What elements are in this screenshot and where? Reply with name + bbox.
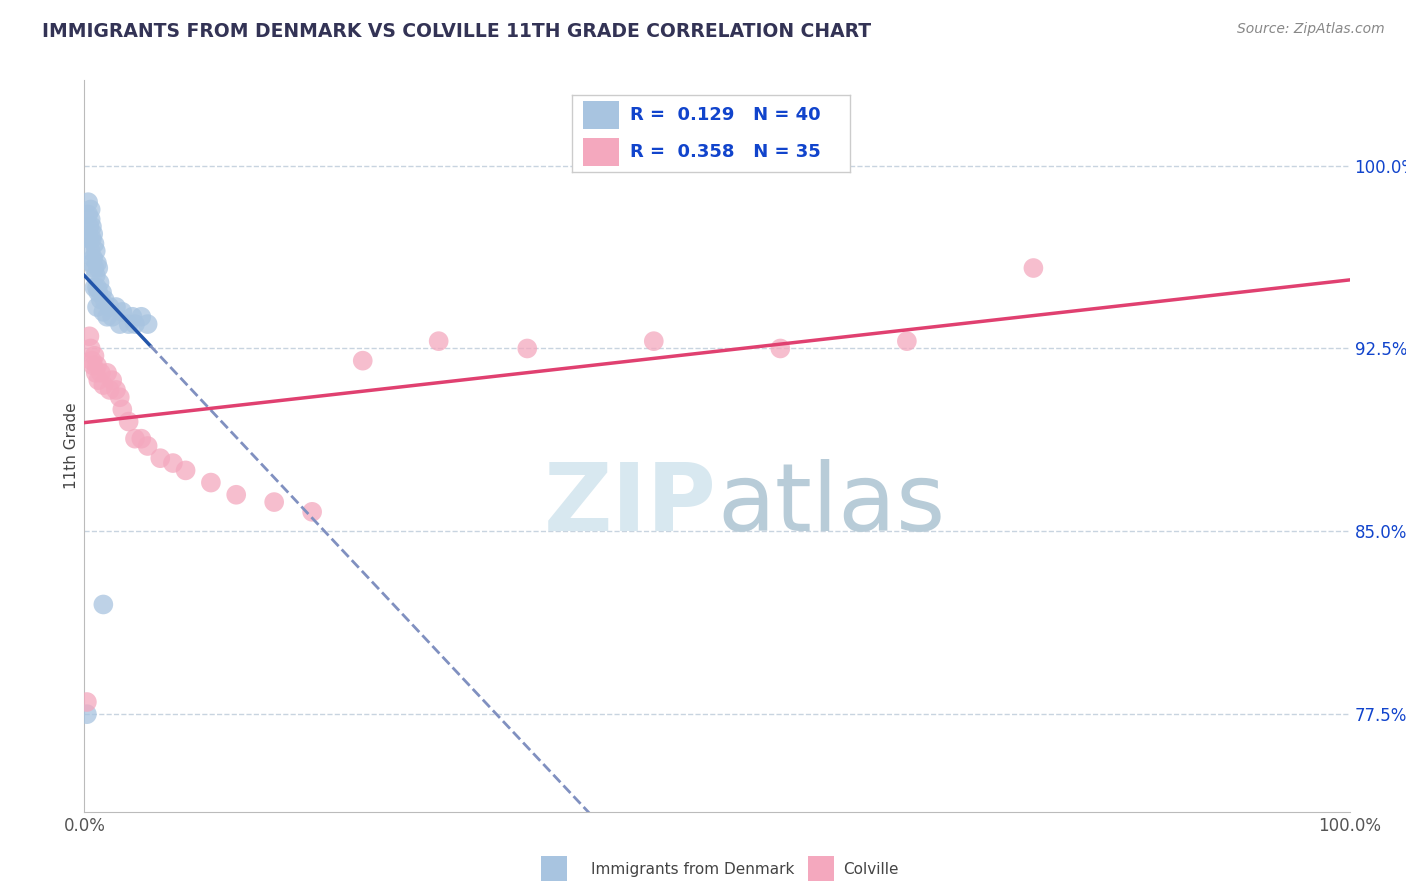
Point <box>89 276 111 290</box>
Point <box>76 707 98 722</box>
Point <box>77 207 100 221</box>
Point <box>79 202 103 217</box>
Text: IMMIGRANTS FROM DENMARK VS COLVILLE 11TH GRADE CORRELATION CHART: IMMIGRANTS FROM DENMARK VS COLVILLE 11TH… <box>42 22 872 41</box>
Point <box>86 280 108 294</box>
Point <box>105 383 127 397</box>
Point <box>108 390 131 404</box>
Point <box>93 378 115 392</box>
Point <box>111 305 134 319</box>
Point <box>93 293 115 307</box>
Point <box>86 359 108 373</box>
Point <box>82 359 104 373</box>
Point <box>83 236 105 251</box>
Point <box>98 383 121 397</box>
Point <box>124 432 146 446</box>
Point <box>80 256 103 270</box>
Text: atlas: atlas <box>717 458 945 550</box>
Point <box>91 285 114 300</box>
Point <box>108 317 131 331</box>
Point <box>98 300 121 314</box>
Point <box>83 349 105 363</box>
Point <box>84 268 107 283</box>
Text: Immigrants from Denmark: Immigrants from Denmark <box>591 863 794 877</box>
Point <box>82 227 104 241</box>
Point <box>79 244 103 258</box>
Point <box>129 310 153 324</box>
Point <box>121 310 143 324</box>
Point <box>136 317 159 331</box>
Point <box>427 334 450 348</box>
Point <box>87 285 110 300</box>
Point <box>79 342 103 356</box>
Point <box>87 260 110 275</box>
Point <box>162 456 184 470</box>
Point <box>93 598 115 612</box>
Point <box>79 212 103 227</box>
Point <box>82 252 104 266</box>
Point <box>90 366 112 380</box>
Point <box>1022 260 1045 275</box>
Point <box>225 488 247 502</box>
Point <box>93 305 115 319</box>
Point <box>129 432 153 446</box>
Point <box>87 373 110 387</box>
Point <box>77 195 100 210</box>
Point <box>149 451 172 466</box>
Point <box>352 353 374 368</box>
Point <box>96 310 118 324</box>
Y-axis label: 11th Grade: 11th Grade <box>63 402 79 490</box>
Point <box>83 260 105 275</box>
Text: ZIP: ZIP <box>544 458 717 550</box>
Point <box>118 317 141 331</box>
Point <box>79 219 101 234</box>
Point <box>80 219 103 234</box>
Point <box>769 342 792 356</box>
Point <box>124 317 146 331</box>
Point <box>76 695 98 709</box>
Point <box>83 280 105 294</box>
Point <box>896 334 918 348</box>
Point <box>263 495 285 509</box>
Point <box>79 232 101 246</box>
Point <box>79 329 101 343</box>
Point <box>84 366 107 380</box>
Point <box>86 300 108 314</box>
Point <box>105 300 127 314</box>
Point <box>90 293 112 307</box>
Point <box>80 232 103 246</box>
Point <box>84 244 107 258</box>
Point <box>111 402 134 417</box>
Point <box>86 256 108 270</box>
Point <box>118 415 141 429</box>
Point <box>80 353 103 368</box>
Point <box>174 463 197 477</box>
Point <box>516 342 538 356</box>
Point <box>96 366 118 380</box>
Text: Colville: Colville <box>844 863 898 877</box>
Point <box>101 373 124 387</box>
Point <box>643 334 665 348</box>
Point <box>301 505 323 519</box>
Point <box>101 310 124 324</box>
Point <box>200 475 222 490</box>
Point <box>136 439 159 453</box>
Text: Source: ZipAtlas.com: Source: ZipAtlas.com <box>1237 22 1385 37</box>
